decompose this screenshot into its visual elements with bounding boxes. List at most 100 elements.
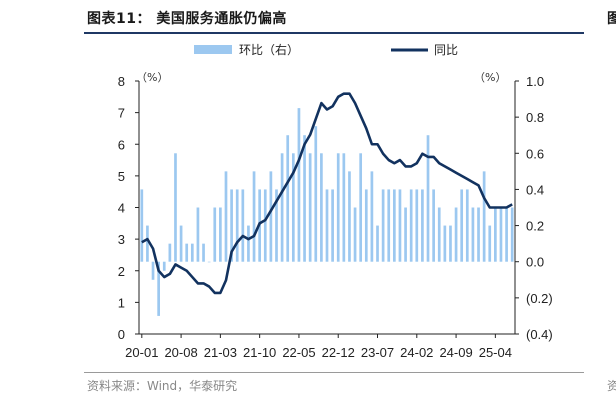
mom-bar <box>409 189 413 262</box>
mom-bar <box>151 261 155 280</box>
source-note: 资料来源：Wind，华泰研究 <box>87 379 238 393</box>
mom-bar <box>247 225 250 262</box>
mom-bar <box>432 189 435 262</box>
mom-bar <box>443 225 447 262</box>
mom-bar <box>162 261 166 271</box>
mom-bar <box>174 153 177 262</box>
legend-label-bar: 环比（右） <box>239 42 299 57</box>
x-axis-tick-label: 20-01 <box>125 345 158 360</box>
mom-bar <box>359 153 363 262</box>
mom-bar <box>460 189 464 262</box>
mom-bar <box>157 261 160 316</box>
mom-bar <box>196 207 200 262</box>
right-axis-unit: （%） <box>474 71 506 84</box>
mom-bar <box>269 171 273 262</box>
mom-bar <box>421 189 424 262</box>
mom-bar <box>336 153 340 262</box>
left-axis-tick-label: 2 <box>118 264 125 279</box>
mom-bar <box>314 126 318 262</box>
left-axis-tick-label: 0 <box>118 327 125 342</box>
mom-bar <box>494 207 497 262</box>
x-axis-tick-label: 24-09 <box>439 345 472 360</box>
x-axis-tick-label: 21-03 <box>204 345 237 360</box>
x-axis-tick-label: 22-12 <box>322 345 355 360</box>
chart-axes: 0 1 2 3 4 5 6 7 8 (0.4) (0.2) 0.0 0.2 0.4 0.6 0.8 1.0 20-… <box>118 74 553 360</box>
mom-bar <box>353 207 357 262</box>
mom-bar <box>185 243 189 262</box>
mom-bar <box>404 207 407 262</box>
mom-bar <box>482 171 486 262</box>
left-axis-tick-label: 8 <box>118 74 125 89</box>
mom-bar <box>415 189 419 262</box>
mom-bar <box>398 189 402 262</box>
mom-bar <box>510 207 514 262</box>
mom-bar <box>376 225 379 262</box>
mom-bar <box>454 207 458 262</box>
mom-bar <box>140 189 144 262</box>
mom-bar <box>252 171 256 262</box>
right-axis-tick-label: 0.6 <box>526 146 544 161</box>
mom-bar <box>280 153 284 262</box>
mom-bar <box>342 153 346 262</box>
mom-bar <box>230 189 233 262</box>
left-axis-tick-label: 5 <box>118 169 125 184</box>
mom-bar <box>325 189 329 262</box>
left-axis-tick-label: 4 <box>118 201 125 216</box>
right-axis-tick-label: (0.4) <box>526 327 553 342</box>
mom-bar <box>426 135 430 262</box>
mom-bar <box>471 207 475 262</box>
mom-bar <box>291 153 295 262</box>
mom-bar <box>505 207 508 262</box>
mom-bar <box>320 153 323 262</box>
mom-bar <box>449 225 452 262</box>
mom-bar <box>179 225 183 262</box>
mom-bar <box>348 171 351 262</box>
chart-title: 图表11： 美国服务通胀仍偏高 <box>87 11 287 27</box>
left-axis-tick-label: 6 <box>118 137 125 152</box>
left-axis-tick-label: 7 <box>118 106 125 121</box>
right-axis-tick-label: 0.2 <box>526 219 544 234</box>
right-axis-tick-label: 1.0 <box>526 74 544 89</box>
mom-bar <box>275 189 278 262</box>
mom-bar <box>381 189 385 262</box>
mom-bar <box>488 225 492 262</box>
mom-bar <box>213 207 217 262</box>
mom-bars <box>140 108 514 316</box>
right-axis-tick-label: (0.2) <box>526 291 553 306</box>
x-axis-tick-label: 23-07 <box>361 345 394 360</box>
mom-bar <box>477 207 480 262</box>
right-axis-tick-label: 0.0 <box>526 255 544 270</box>
mom-bar <box>241 189 245 262</box>
mom-bar <box>263 189 267 262</box>
right-axis-tick-label: 0.8 <box>526 110 544 125</box>
mom-bar <box>437 207 441 262</box>
chart-legend: 环比（右） 同比 <box>194 42 458 57</box>
adjacent-panel-title-fragment: 图 <box>607 11 616 27</box>
right-axis-tick-label: 0.4 <box>526 182 544 197</box>
mom-bar <box>224 171 228 262</box>
mom-bar <box>308 153 312 262</box>
mom-bar <box>303 135 306 262</box>
mom-bar <box>387 189 391 262</box>
x-axis-tick-label: 24-02 <box>400 345 433 360</box>
mom-bar <box>146 225 149 262</box>
x-axis-tick-label: 22-05 <box>282 345 315 360</box>
mom-bar <box>235 189 239 262</box>
mom-bar <box>168 243 172 262</box>
mom-bar <box>331 189 334 262</box>
mom-bar <box>297 108 301 262</box>
left-axis-tick-label: 3 <box>118 232 125 247</box>
legend-label-line: 同比 <box>434 43 458 57</box>
title-divider <box>84 32 584 34</box>
mom-bar <box>190 243 194 262</box>
yoy-line-layer <box>141 92 513 295</box>
mom-bar <box>286 135 290 262</box>
mom-bar <box>370 171 374 262</box>
left-axis-tick-label: 1 <box>118 295 125 310</box>
x-axis-tick-label: 21-10 <box>243 345 276 360</box>
mom-bar <box>202 243 205 262</box>
mom-bar <box>207 261 211 263</box>
adjacent-panel-source-fragment: 资 <box>607 379 616 393</box>
left-axis-unit: （%） <box>136 71 168 84</box>
